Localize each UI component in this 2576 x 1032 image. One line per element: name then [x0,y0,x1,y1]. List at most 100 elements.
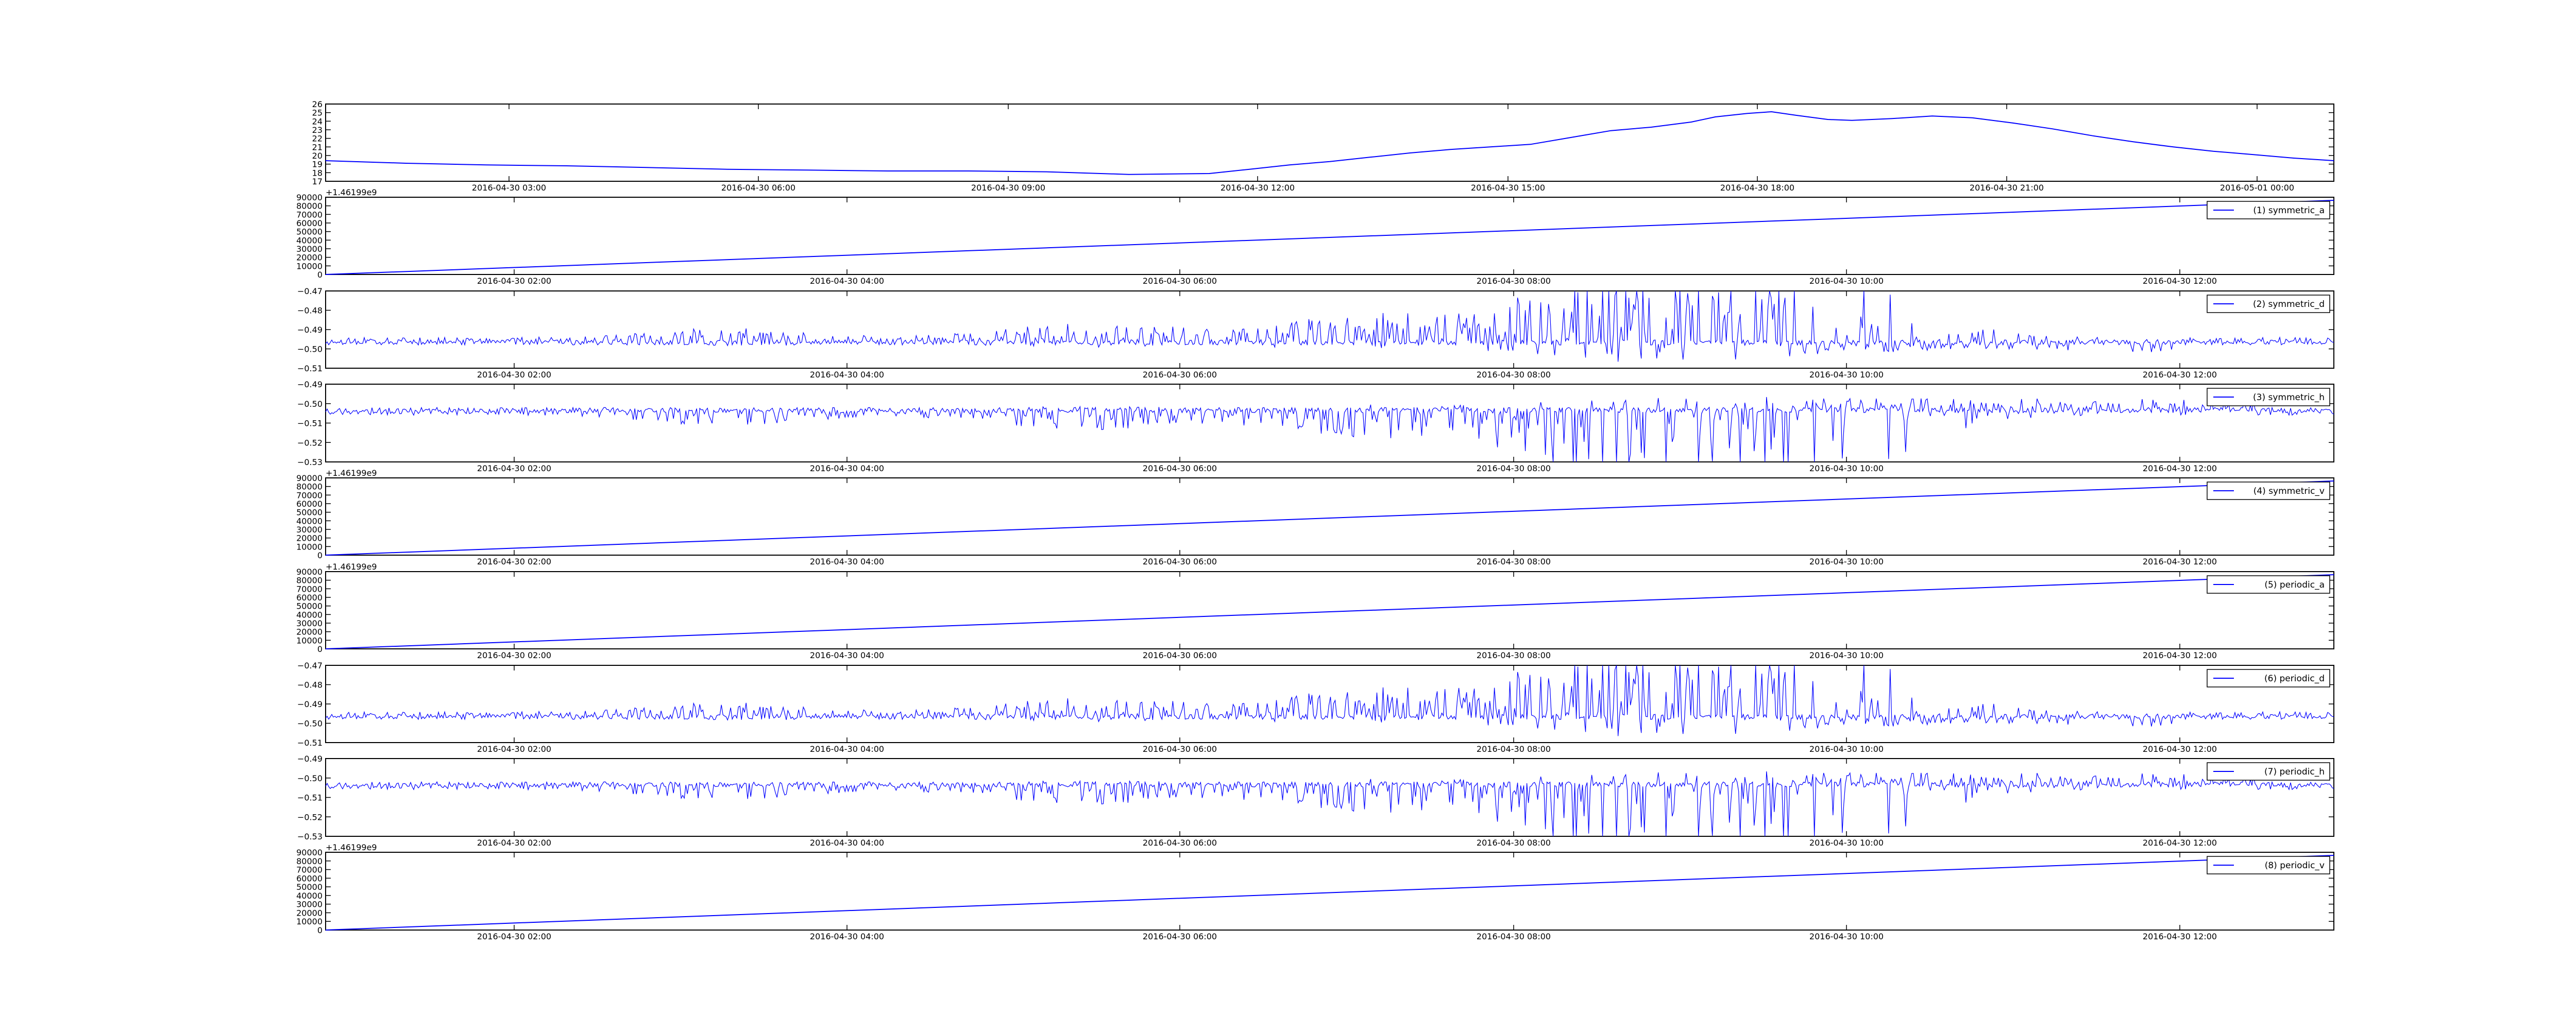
x-tick-label: 2016-04-30 06:00 [1143,838,1217,848]
y-tick-label: 30000 [296,900,323,909]
y-tick-label: −0.51 [297,738,323,748]
legend-label: (1) symmetric_a [2253,205,2325,216]
y-tick-label: 90000 [296,567,323,577]
y-tick-label: −0.52 [297,438,323,448]
x-tick-label: 2016-04-30 06:00 [1143,463,1217,473]
axes-frame [325,384,2334,462]
y-tick-label: 19 [312,160,323,169]
series-line [325,290,2334,362]
y-tick-label: −0.48 [297,680,323,690]
series-line [325,855,2334,931]
axes-frame [325,852,2334,931]
y-tick-label: 60000 [296,499,323,509]
y-tick-label: 24 [312,116,323,126]
x-tick-label: 2016-04-30 08:00 [1477,276,1551,286]
series-line [325,397,2334,462]
x-tick-label: 2016-04-30 08:00 [1477,370,1551,380]
x-tick-label: 2016-04-30 08:00 [1477,932,1551,941]
axes-frame [325,477,2334,556]
y-tick-label: 0 [317,270,323,280]
subplot-p3: (3) symmetric_h [325,384,2334,462]
y-tick-label: −0.47 [297,661,323,670]
x-tick-label: 2016-04-30 04:00 [810,276,884,286]
y-tick-label: −0.49 [297,699,323,709]
y-tick-label: 0 [317,644,323,654]
x-tick-label: 2016-04-30 06:00 [721,183,795,193]
y-tick-label: 26 [312,99,323,109]
y-tick-label: 50000 [296,882,323,892]
y-tick-label: 23 [312,125,323,135]
legend-label: (3) symmetric_h [2253,392,2325,403]
x-tick-label: 2016-04-30 02:00 [477,932,551,941]
subplot-p5: (5) periodic_a [325,571,2334,649]
x-tick-label: 2016-05-01 00:00 [2220,183,2294,193]
x-tick-label: 2016-04-30 21:00 [1970,183,2044,193]
series-line [325,771,2334,837]
x-tick-label: 2016-04-30 12:00 [2143,370,2217,380]
y-tick-label: 30000 [296,525,323,535]
series-line [325,665,2334,736]
x-tick-label: 2016-04-30 03:00 [472,183,546,193]
legend-box [2207,481,2330,500]
y-tick-label: 40000 [296,516,323,526]
legend: (8) periodic_v [2207,856,2330,874]
x-tick-label: 2016-04-30 10:00 [1809,650,1884,660]
y-tick-label: 80000 [296,201,323,211]
x-tick-label: 2016-04-30 04:00 [810,463,884,473]
y-tick-label: 40000 [296,235,323,245]
x-tick-label: 2016-04-30 02:00 [477,650,551,660]
x-tick-label: 2016-04-30 08:00 [1477,463,1551,473]
y-tick-label: 60000 [296,218,323,228]
y-tick-label: 0 [317,925,323,935]
legend-label: (5) periodic_a [2264,580,2325,590]
legend-label: (2) symmetric_d [2253,299,2325,309]
y-tick-label: 50000 [296,508,323,518]
x-tick-label: 2016-04-30 08:00 [1477,557,1551,566]
x-tick-label: 2016-04-30 04:00 [810,650,884,660]
y-tick-label: 25 [312,108,323,118]
y-tick-label: 70000 [296,210,323,219]
x-tick-label: 2016-04-30 10:00 [1809,744,1884,754]
x-tick-label: 2016-04-30 06:00 [1143,650,1217,660]
x-tick-label: 2016-04-30 09:00 [971,183,1045,193]
subplot-p7: (7) periodic_h [325,758,2334,837]
x-tick-label: 2016-04-30 04:00 [810,932,884,941]
y-tick-label: −0.50 [297,345,323,354]
legend: (4) symmetric_v [2207,481,2330,500]
legend: (6) periodic_d [2207,669,2330,687]
x-tick-label: 2016-04-30 04:00 [810,370,884,380]
x-tick-label: 2016-04-30 02:00 [477,557,551,566]
legend-label: (7) periodic_h [2264,767,2325,777]
y-tick-label: 20000 [296,908,323,918]
y-tick-label: 10000 [296,261,323,271]
y-tick-label: 90000 [296,848,323,857]
y-tick-label: −0.48 [297,306,323,316]
x-tick-label: 2016-04-30 10:00 [1809,370,1884,380]
y-tick-label: −0.50 [297,773,323,783]
x-tick-label: 2016-04-30 06:00 [1143,370,1217,380]
y-tick-label: 10000 [296,917,323,926]
y-tick-label: 50000 [296,227,323,237]
x-tick-label: 2016-04-30 12:00 [1221,183,1295,193]
x-tick-label: 2016-04-30 04:00 [810,557,884,566]
y-tick-label: 30000 [296,244,323,254]
x-tick-label: 2016-04-30 04:00 [810,744,884,754]
axes-frame [325,290,2334,369]
y-tick-label: 20000 [296,534,323,543]
x-tick-label: 2016-04-30 02:00 [477,276,551,286]
y-tick-label: 22 [312,134,323,144]
x-tick-label: 2016-04-30 02:00 [477,744,551,754]
x-tick-label: 2016-04-30 10:00 [1809,932,1884,941]
subplot-p1: (1) symmetric_a [325,197,2334,275]
x-tick-label: 2016-04-30 12:00 [2143,744,2217,754]
offset-label: +1.46199e9 [326,187,377,197]
legend-label: (8) periodic_v [2265,861,2325,871]
x-tick-label: 2016-04-30 02:00 [477,463,551,473]
x-tick-label: 2016-04-30 10:00 [1809,463,1884,473]
y-tick-label: 10000 [296,635,323,645]
x-tick-label: 2016-04-30 06:00 [1143,744,1217,754]
series-line [325,200,2334,275]
y-tick-label: 60000 [296,873,323,883]
